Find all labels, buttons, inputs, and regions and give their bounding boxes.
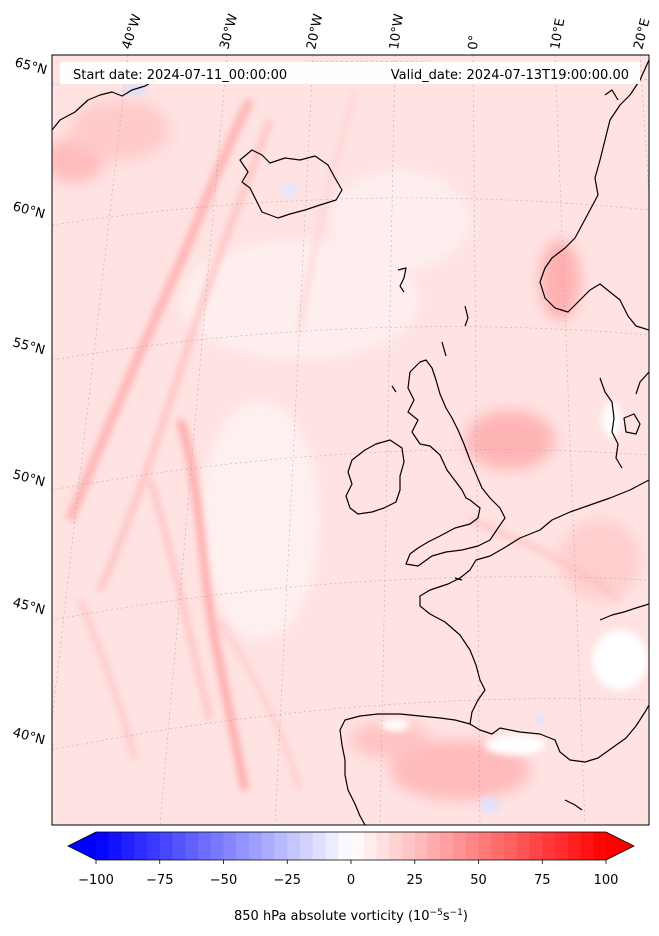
colorbar-segment: [338, 832, 352, 860]
colorbar-segment: [402, 832, 416, 860]
colorbar-segment: [542, 832, 556, 860]
colorbar-segment: [172, 832, 186, 860]
colorbar-tick-label: 75: [534, 873, 551, 888]
colorbar-segment: [236, 832, 250, 860]
greenland-coast: [52, 79, 156, 131]
colorbar-segment: [223, 832, 237, 860]
colorbar-segment: [580, 832, 594, 860]
colorbar-segment: [134, 832, 148, 860]
great-britain-coast: [405, 359, 506, 567]
colorbar-segment: [478, 832, 492, 860]
scandinavia-coast: [539, 59, 649, 331]
graticule: [52, 55, 649, 825]
lat-label: 40°N: [11, 725, 47, 748]
colorbar-segment: [249, 832, 263, 860]
colorbar-tick-label: −50: [210, 873, 237, 888]
colorbar-segment: [414, 832, 429, 860]
colorbar-segment: [300, 832, 314, 860]
colorbar-extend-low: [68, 832, 96, 860]
colorbar-segment: [363, 832, 378, 860]
lon-label: 20°E: [631, 17, 653, 51]
colorbar: −100 −75 −50 −25 0 25 50 75 100: [67, 831, 635, 888]
lon-label: 30°W: [217, 12, 241, 51]
colorbar-segment: [567, 832, 582, 860]
colorbar-tick-label: 100: [594, 873, 619, 888]
colorbar-segment: [427, 832, 441, 860]
colorbar-segment: [491, 832, 505, 860]
colorbar-tick-label: 0: [347, 873, 355, 888]
colorbar-tick-label: −100: [78, 873, 114, 888]
colorbar-segment: [593, 832, 607, 860]
colorbar-segment: [147, 832, 161, 860]
denmark-coast: [599, 377, 623, 469]
header-band: [60, 62, 640, 84]
lat-label: 60°N: [11, 199, 47, 222]
colorbar-segment: [274, 832, 288, 860]
colorbar-segment: [325, 832, 339, 860]
colorbar-segment: [261, 832, 276, 860]
colorbar-segment: [287, 832, 301, 860]
coastlines: [52, 59, 649, 825]
lat-label: 55°N: [11, 335, 47, 358]
lon-label: 20°W: [304, 12, 326, 50]
colorbar-segment: [440, 832, 454, 860]
lat-label: 50°N: [11, 467, 47, 490]
colorbar-segment: [351, 832, 365, 860]
colorbar-segment: [453, 832, 467, 860]
colorbar-segment: [185, 832, 199, 860]
colorbar-segment: [465, 832, 480, 860]
colorbar-segment: [389, 832, 403, 860]
colorbar-segment: [376, 832, 390, 860]
colorbar-extend-high: [606, 832, 634, 860]
colorbar-segment: [198, 832, 212, 860]
colorbar-segment: [121, 832, 135, 860]
latitude-labels: 65°N 60°N 55°N 50°N 45°N 40°N: [11, 55, 49, 748]
vorticity-field: [52, 55, 649, 825]
colorbar-tick-label: −25: [274, 873, 301, 888]
colorbar-segment: [210, 832, 225, 860]
ireland-coast: [345, 439, 405, 515]
lon-label: 10°E: [548, 17, 568, 50]
europe-coast: [339, 479, 649, 825]
iceland-coast: [239, 149, 343, 219]
colorbar-tick-label: 50: [470, 873, 487, 888]
colorbar-label: 850 hPa absolute vorticity (10−5s−1): [234, 908, 468, 924]
colorbar-segment: [516, 832, 531, 860]
valid-date-text: Valid_date: 2024-07-13T19:00:00.00: [391, 68, 629, 83]
colorbar-segment: [108, 832, 123, 860]
lon-label: 0°: [466, 34, 482, 50]
colorbar-tick-label: −75: [146, 873, 173, 888]
lon-label: 10°W: [387, 13, 407, 51]
colorbar-segment: [312, 832, 327, 860]
lat-label: 45°N: [11, 595, 47, 618]
colorbar-segment: [96, 832, 110, 860]
longitude-labels: 40°W 30°W 20°W 10°W 0° 10°E 20°E: [120, 12, 654, 51]
lon-label: 40°W: [120, 12, 145, 51]
colorbar-segment: [159, 832, 174, 860]
lat-label: 65°N: [13, 55, 49, 78]
colorbar-segment: [555, 832, 569, 860]
map-border: [51, 54, 650, 826]
colorbar-segment: [529, 832, 543, 860]
colorbar-segment: [504, 832, 518, 860]
colorbar-tick-label: 25: [406, 873, 423, 888]
start-date-text: Start date: 2024-07-11_00:00:00: [73, 68, 287, 83]
